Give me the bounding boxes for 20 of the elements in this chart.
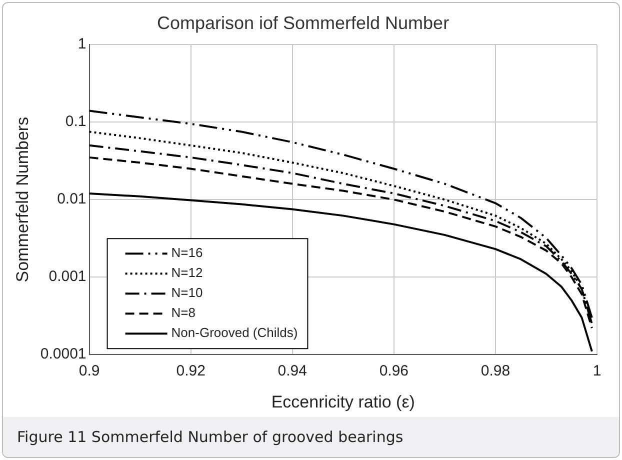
legend-label: Non-Grooved (Childs) [171, 325, 298, 340]
legend-label: N=8 [171, 305, 196, 320]
x-tick-label: 0.96 [379, 362, 409, 380]
y-tick-label: 0.01 [57, 190, 86, 208]
y-tick-label: 0.0001 [40, 346, 86, 363]
caption: Figure 11 Sommerfeld Number of grooved bearings [3, 417, 619, 457]
y-tick-label: 1 [78, 36, 86, 53]
legend-label: N=10 [171, 285, 203, 300]
x-axis-title: Eccenricity ratio (ε) [271, 392, 415, 412]
x-tick-label: 1 [592, 362, 602, 380]
y-tick-label: 0.1 [65, 113, 86, 130]
x-tick-label: 0.9 [78, 362, 100, 380]
x-tick-label: 0.94 [278, 362, 307, 380]
legend-label: N=12 [171, 265, 203, 280]
chart-title: Comparison iof Sommerfeld Number [156, 12, 450, 33]
x-tick-label: 0.98 [480, 362, 510, 380]
legend-label: N=16 [171, 245, 203, 260]
y-tick-label: 0.001 [48, 268, 86, 286]
y-axis-title: Sommerfeld Numbers [12, 116, 32, 282]
x-tick-label: 0.92 [176, 362, 206, 380]
